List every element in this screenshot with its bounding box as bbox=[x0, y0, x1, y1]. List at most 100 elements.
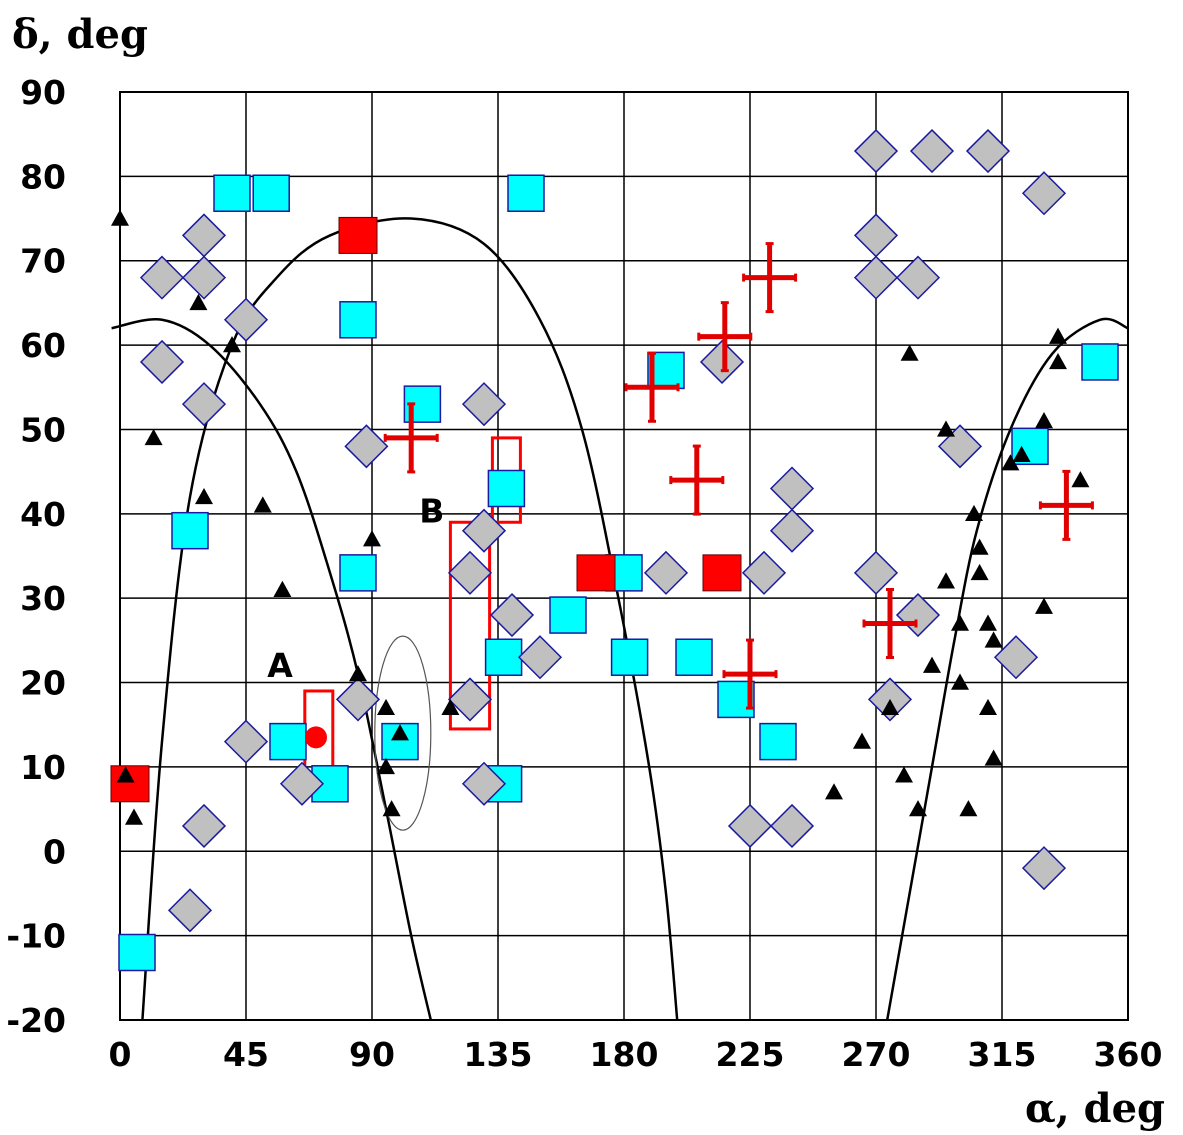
black-triangle-marker bbox=[377, 698, 395, 716]
gray-diamond-marker bbox=[223, 297, 269, 342]
gray-diamond-marker bbox=[741, 550, 787, 595]
red-circle-marker bbox=[305, 726, 327, 749]
black-triangle-marker bbox=[1012, 445, 1031, 462]
cyan-square-marker bbox=[1081, 343, 1119, 381]
y-tick-label: 90 bbox=[20, 73, 66, 112]
cyan-square-marker bbox=[339, 301, 377, 339]
red-cross-marker bbox=[862, 587, 918, 659]
black-triangle-marker bbox=[125, 808, 143, 825]
black-triangle-marker bbox=[377, 757, 395, 775]
black-triangle-marker bbox=[984, 631, 1003, 648]
black-triangle-marker bbox=[144, 428, 163, 446]
cyan-square-marker bbox=[269, 722, 307, 761]
x-tick-label: 270 bbox=[842, 1035, 911, 1074]
y-tick-label: 10 bbox=[20, 748, 66, 787]
black-triangle-marker bbox=[1001, 454, 1020, 471]
red-cross-marker bbox=[722, 638, 778, 710]
gray-diamond-marker bbox=[643, 550, 689, 595]
region-label: A bbox=[267, 646, 293, 685]
x-tick-label: 90 bbox=[349, 1035, 395, 1074]
black-triangle-marker bbox=[189, 293, 208, 311]
y-tick-label: 60 bbox=[20, 326, 66, 365]
x-tick-label: 315 bbox=[968, 1035, 1037, 1074]
y-axis-title: δ, deg bbox=[12, 11, 148, 58]
black-triangle-marker bbox=[116, 766, 135, 783]
gray-diamond-marker bbox=[853, 255, 899, 300]
black-triangle-marker bbox=[223, 336, 241, 353]
horizon-curve bbox=[885, 317, 1129, 1021]
cyan-square-marker bbox=[549, 596, 587, 634]
grid bbox=[119, 91, 1129, 1021]
x-tick-label: 45 bbox=[223, 1035, 269, 1074]
gray-diamond-marker bbox=[1021, 846, 1067, 891]
red-cross-marker bbox=[383, 402, 439, 474]
black-triangle-marker bbox=[253, 496, 272, 513]
black-triangle-marker bbox=[979, 614, 997, 631]
red-cross-marker bbox=[697, 301, 753, 373]
y-tick-label: 30 bbox=[20, 579, 66, 618]
cyan-square-marker bbox=[507, 174, 545, 212]
gray-diamond-marker bbox=[769, 803, 815, 849]
y-tick-label: 40 bbox=[20, 495, 66, 534]
gray-diamond-marker bbox=[769, 508, 815, 553]
black-triangle-marker bbox=[349, 665, 367, 682]
cyan-square-marker bbox=[339, 554, 377, 592]
red-square-marker bbox=[702, 554, 742, 592]
cyan-square-marker bbox=[675, 638, 713, 676]
markers bbox=[110, 128, 1119, 972]
black-triangle-marker bbox=[965, 504, 983, 522]
y-tick-label: -20 bbox=[6, 1001, 66, 1040]
black-triangle-marker bbox=[853, 732, 871, 749]
black-triangle-marker bbox=[1035, 412, 1053, 429]
black-triangle-marker bbox=[959, 800, 978, 817]
black-triangle-marker bbox=[970, 563, 989, 581]
y-tick-label: 50 bbox=[20, 410, 66, 449]
black-triangle-marker bbox=[951, 614, 969, 631]
x-tick-label: 135 bbox=[464, 1035, 533, 1074]
cyan-square-marker bbox=[484, 638, 523, 676]
black-triangle-marker bbox=[937, 420, 955, 437]
gray-diamond-marker bbox=[727, 803, 773, 849]
gray-diamond-marker bbox=[279, 761, 325, 806]
gray-diamond-marker bbox=[461, 761, 507, 806]
gray-diamond-marker bbox=[461, 382, 507, 427]
black-triangle-marker bbox=[979, 698, 997, 716]
gray-diamond-marker bbox=[853, 550, 899, 595]
gray-diamond-marker bbox=[181, 382, 227, 427]
black-triangle-marker bbox=[909, 800, 927, 817]
red-square-marker bbox=[576, 554, 616, 592]
y-tick-label: 80 bbox=[20, 157, 66, 196]
black-triangle-marker bbox=[900, 344, 919, 361]
red-cross-marker bbox=[742, 242, 798, 314]
red-square-marker bbox=[110, 765, 150, 803]
cyan-square-marker bbox=[252, 174, 290, 212]
cyan-square-marker bbox=[759, 722, 797, 761]
black-triangle-marker bbox=[382, 800, 401, 817]
gray-diamond-marker bbox=[461, 508, 507, 553]
black-triangle-marker bbox=[984, 749, 1003, 766]
region-label: B bbox=[419, 491, 444, 530]
gray-diamond-marker bbox=[517, 635, 563, 680]
black-triangle-marker bbox=[273, 580, 292, 597]
black-triangle-marker bbox=[1035, 597, 1053, 614]
cyan-square-marker bbox=[213, 174, 251, 212]
gray-diamond-marker bbox=[447, 550, 493, 595]
cyan-square-marker bbox=[610, 638, 649, 676]
cyan-square-marker bbox=[1011, 427, 1049, 466]
gray-diamond-marker bbox=[181, 255, 227, 300]
black-triangle-marker bbox=[825, 783, 843, 800]
gray-diamond-marker bbox=[335, 677, 381, 722]
gray-diamond-marker bbox=[139, 255, 185, 300]
x-tick-label: 0 bbox=[109, 1035, 132, 1074]
black-triangle-marker bbox=[1049, 352, 1067, 370]
y-tick-label: -10 bbox=[6, 917, 66, 956]
gray-diamond-marker bbox=[699, 339, 745, 385]
black-triangle-marker bbox=[970, 538, 989, 555]
gray-diamond-marker bbox=[965, 128, 1011, 174]
black-triangle-marker bbox=[923, 656, 941, 673]
black-triangle-marker bbox=[363, 530, 381, 547]
black-triangle-marker bbox=[951, 673, 969, 690]
red-cross-marker bbox=[669, 444, 725, 516]
x-tick-label: 225 bbox=[716, 1035, 785, 1074]
